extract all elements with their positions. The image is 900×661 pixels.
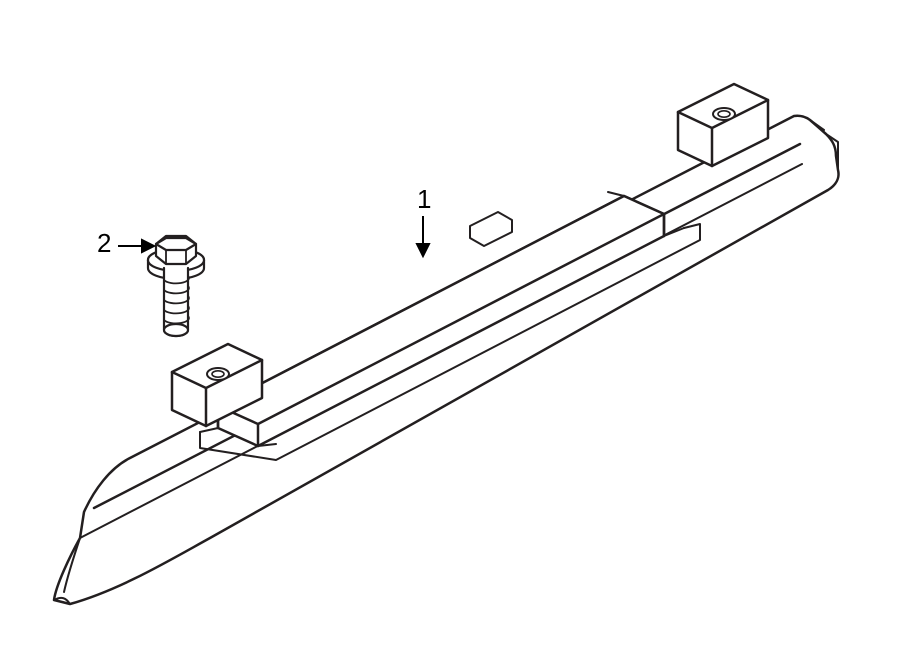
callout-arrow-2 — [118, 240, 154, 252]
high-mount-stop-lamp-assembly — [54, 84, 839, 604]
part-illustration — [0, 0, 900, 661]
callout-arrow-1 — [417, 216, 429, 256]
mounting-bolt — [148, 236, 204, 336]
callout-label-2: 2 — [97, 230, 111, 256]
diagram-canvas: 1 2 — [0, 0, 900, 661]
callout-label-1: 1 — [417, 186, 431, 212]
